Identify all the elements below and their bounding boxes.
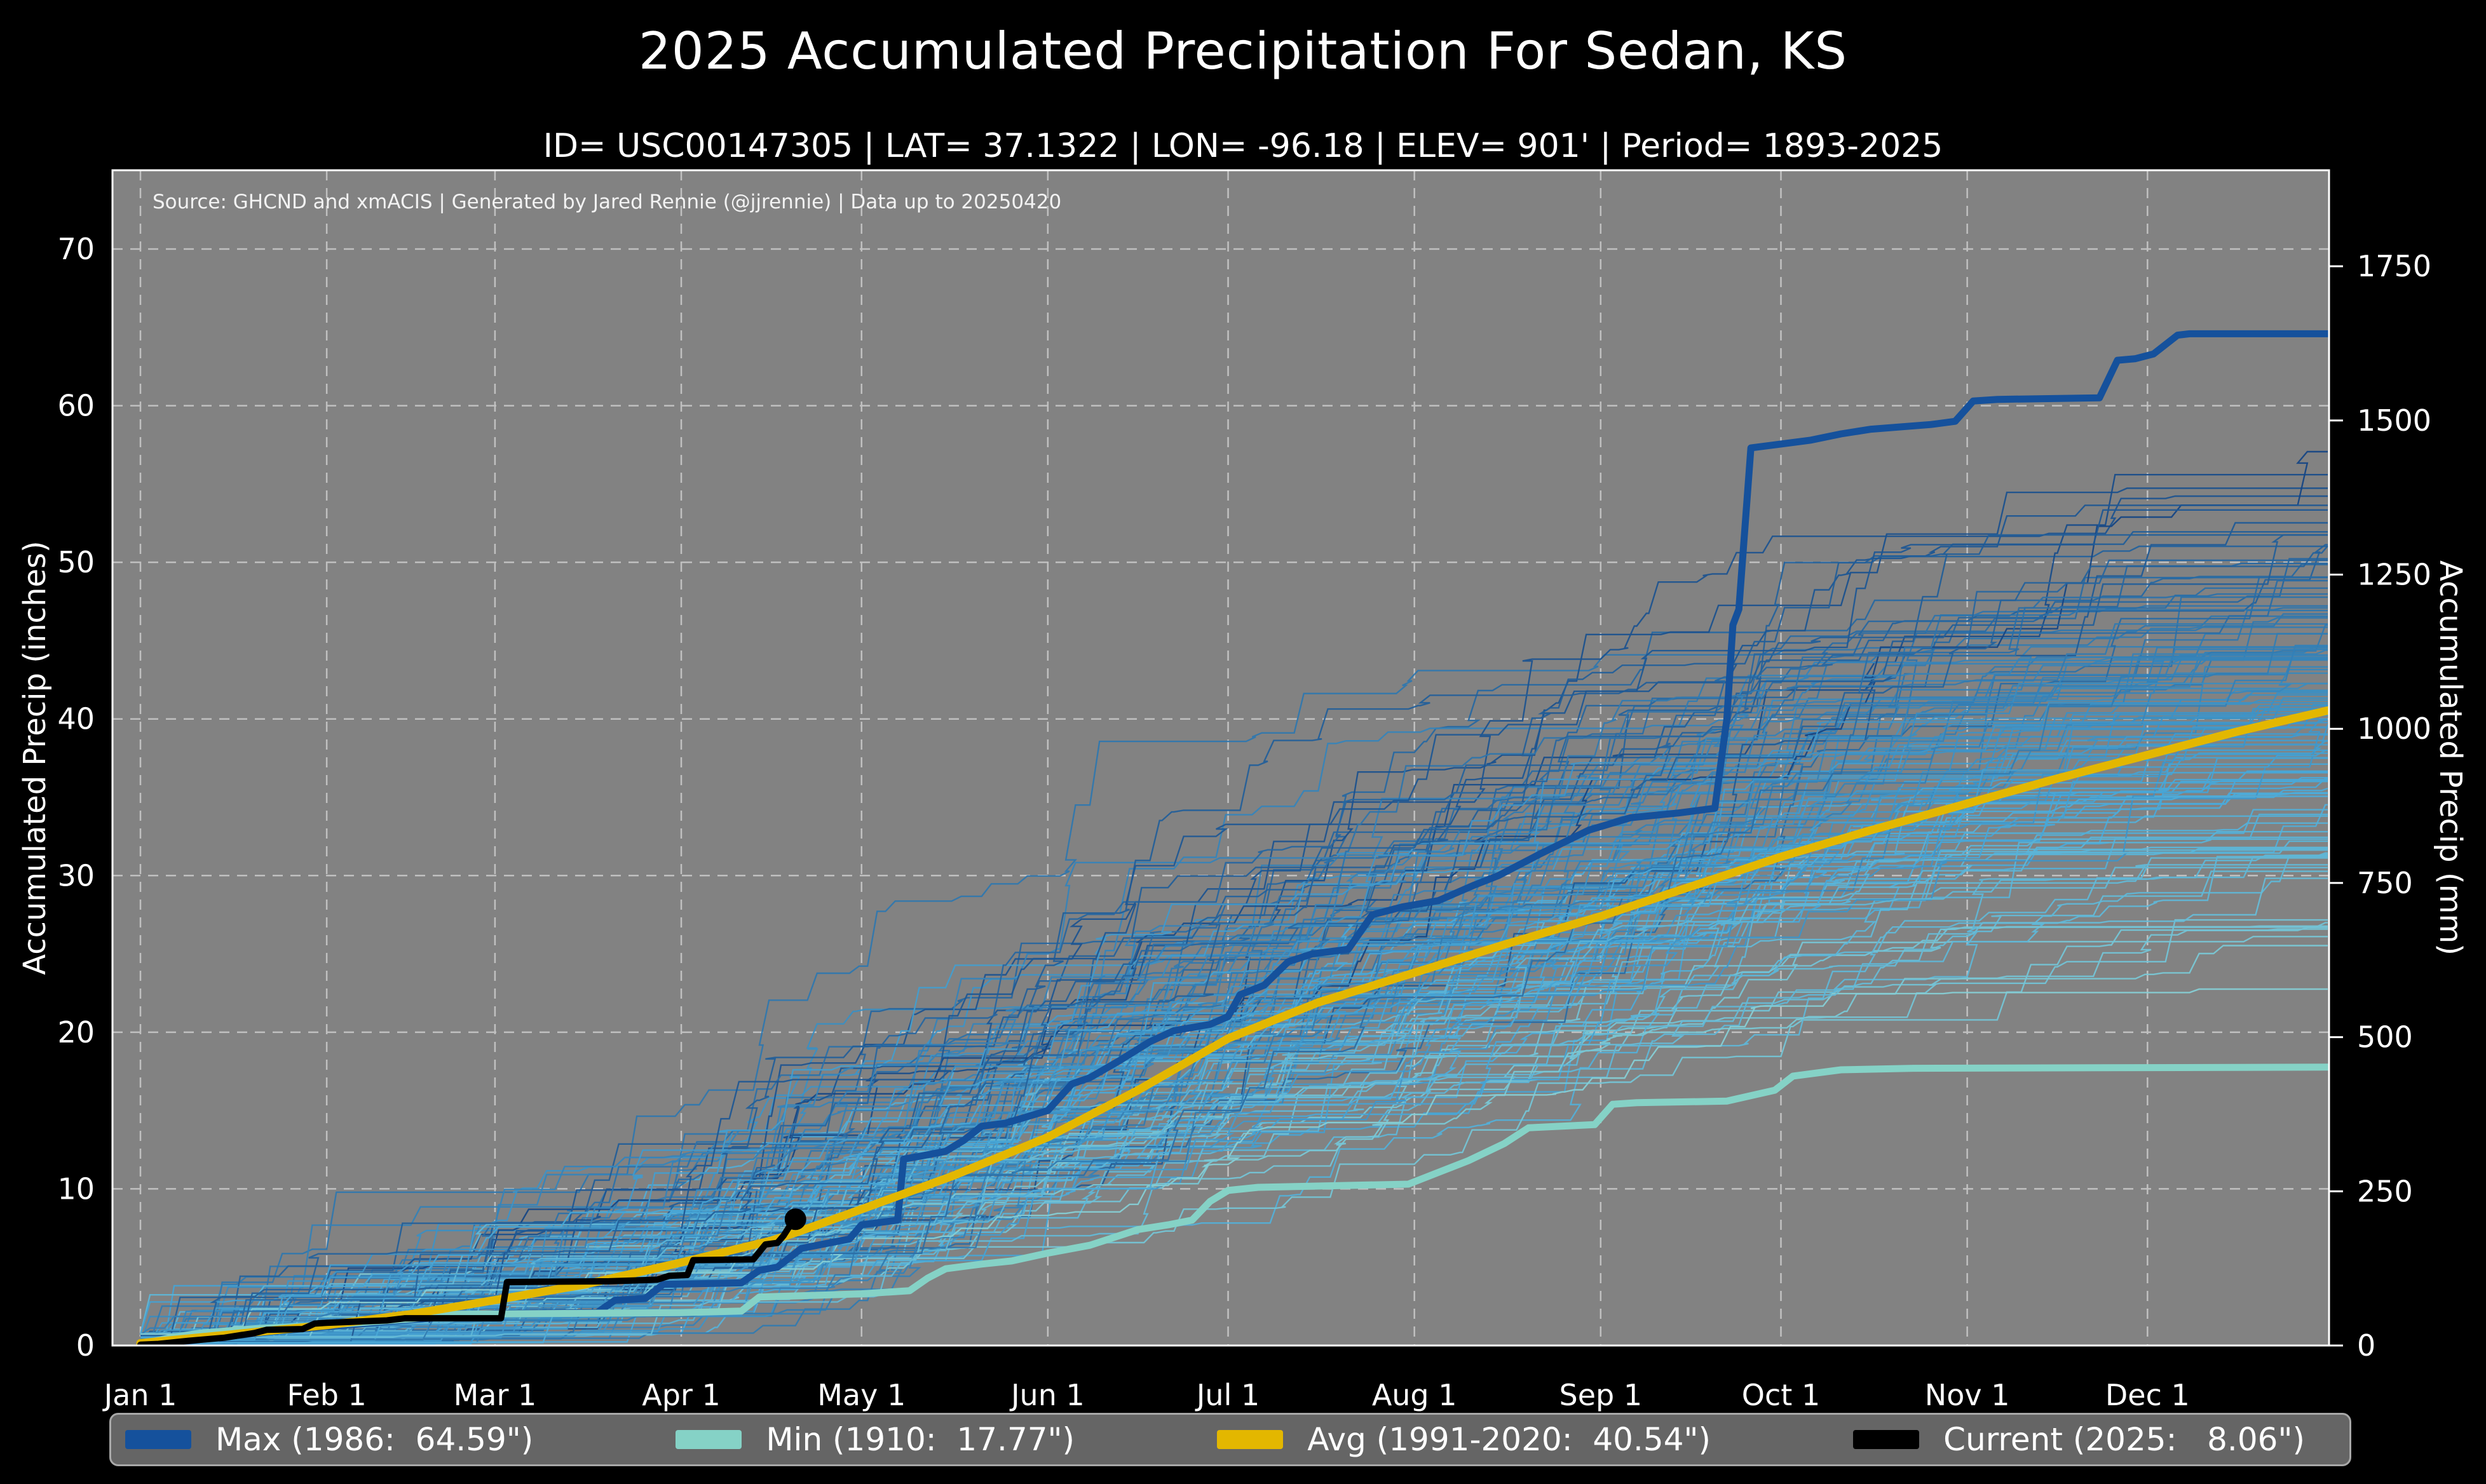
series-line-max xyxy=(137,330,2329,1346)
plot-border xyxy=(111,169,2330,1347)
x-tick-label: Dec 1 xyxy=(2105,1378,2190,1412)
y-tick-inches: 50 xyxy=(57,545,95,579)
y-tick-inches: 60 xyxy=(57,389,95,423)
x-tick-label: Mar 1 xyxy=(454,1378,537,1412)
x-tick-label: May 1 xyxy=(817,1378,906,1412)
y-tick-mm: 1000 xyxy=(2357,712,2431,746)
legend: Max (1986: 64.59") Min (1910: 17.77") Av… xyxy=(109,1413,2351,1466)
y-tick-mm: 1750 xyxy=(2357,249,2431,283)
series-line-min xyxy=(137,1063,2329,1346)
y-tick-inches: 10 xyxy=(57,1171,95,1206)
legend-label-min: Min (1910: 17.77") xyxy=(766,1421,1075,1458)
series-line-avg xyxy=(136,706,2329,1346)
series-line-current xyxy=(137,1216,799,1346)
station-info-subtitle: ID= USC00147305 | LAT= 37.1322 | LON= -9… xyxy=(543,127,1943,165)
legend-item-min: Min (1910: 17.77") xyxy=(676,1421,1075,1458)
x-tick-label: Jul 1 xyxy=(1195,1378,1260,1412)
x-tick-label: Apr 1 xyxy=(642,1378,720,1412)
legend-label-avg: Avg (1991-2020: 40.54") xyxy=(1307,1421,1711,1458)
y-tick-mm: 1250 xyxy=(2357,558,2431,592)
y-tick-mm: 1500 xyxy=(2357,403,2431,438)
y-tick-mm: 500 xyxy=(2357,1020,2413,1055)
source-note: Source: GHCND and xmACIS | Generated by … xyxy=(153,191,1062,213)
y-tick-inches: 70 xyxy=(57,232,95,266)
x-tick-label: Nov 1 xyxy=(1925,1378,2010,1412)
x-tick-label: Jun 1 xyxy=(1009,1378,1085,1412)
y-tick-inches: 0 xyxy=(76,1328,95,1363)
current-endpoint-marker xyxy=(784,1208,806,1231)
x-tick-label: Oct 1 xyxy=(1742,1378,1820,1412)
y-axis-label-mm: Accumulated Precip (mm) xyxy=(2433,560,2468,955)
legend-swatch-max-icon xyxy=(125,1430,191,1449)
legend-item-max: Max (1986: 64.59") xyxy=(125,1421,533,1458)
legend-swatch-avg-icon xyxy=(1217,1430,1284,1449)
page-title: 2025 Accumulated Precipitation For Sedan… xyxy=(638,22,1848,81)
x-tick-label: Sep 1 xyxy=(1559,1378,1643,1412)
x-tick-label: Feb 1 xyxy=(287,1378,366,1412)
y-tick-mm: 250 xyxy=(2357,1174,2413,1208)
y-tick-inches: 40 xyxy=(57,702,95,736)
legend-swatch-current-icon xyxy=(1853,1430,1920,1449)
y-tick-mm: 0 xyxy=(2357,1328,2375,1363)
y-tick-inches: 20 xyxy=(57,1015,95,1049)
x-tick-label: Aug 1 xyxy=(1372,1378,1457,1412)
x-tick-label: Jan 1 xyxy=(102,1378,177,1412)
y-tick-mm: 750 xyxy=(2357,866,2413,900)
legend-item-avg: Avg (1991-2020: 40.54") xyxy=(1217,1421,1711,1458)
y-tick-inches: 30 xyxy=(57,858,95,893)
legend-item-current: Current (2025: 8.06") xyxy=(1853,1421,2305,1458)
legend-label-current: Current (2025: 8.06") xyxy=(1943,1421,2305,1458)
y-axis-label-inches: Accumulated Precip (inches) xyxy=(17,541,53,975)
legend-label-max: Max (1986: 64.59") xyxy=(215,1421,534,1458)
legend-swatch-min-icon xyxy=(676,1430,742,1449)
